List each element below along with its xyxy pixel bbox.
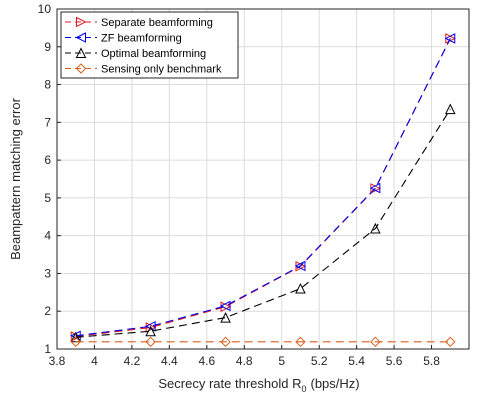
data-point — [145, 321, 156, 332]
legend: Separate beamforming ZF beamforming Optima… — [60, 11, 239, 79]
series-group — [70, 103, 456, 343]
series-line — [75, 108, 451, 338]
data-point — [370, 336, 381, 348]
series-line — [75, 38, 451, 337]
x-tick-label: 5.2 — [311, 354, 328, 368]
legend-entry: Optimal beamforming — [65, 47, 206, 60]
y-axis-label: Beampattern matching error — [8, 97, 23, 260]
x-axis-label-main: Secrecy rate threshold R — [158, 376, 301, 391]
legend-label: Separate beamforming — [101, 17, 213, 29]
y-tick-label: 10 — [38, 2, 52, 16]
y-tick-label: 2 — [44, 304, 51, 318]
x-axis-ticks: 3.8 4 4.2 4.4 4.6 4.8 5 5.2 5.4 5.6 5.8 — [49, 345, 470, 368]
data-point — [444, 33, 456, 44]
x-tick-label: 4.6 — [198, 354, 215, 368]
data-point — [369, 182, 381, 194]
data-point — [294, 260, 306, 272]
x-tick-label: 5.8 — [423, 354, 440, 368]
x-tick-label: 4.2 — [124, 354, 141, 368]
x-tick-label: 4 — [91, 354, 98, 368]
y-tick-label: 6 — [44, 153, 51, 167]
legend-box — [60, 11, 239, 79]
legend-entry: ZF beamforming — [65, 32, 182, 45]
series-group — [70, 336, 456, 348]
data-point — [70, 336, 81, 348]
legend-label: Sensing only benchmark — [101, 64, 222, 76]
y-tick-label: 7 — [44, 115, 51, 129]
data-point — [145, 325, 156, 337]
y-tick-label: 5 — [44, 191, 51, 205]
plot-frame — [56, 8, 470, 350]
y-tick-label: 8 — [44, 78, 51, 92]
x-tick-label: 5.6 — [386, 354, 403, 368]
data-point — [145, 336, 156, 348]
legend-label: ZF beamforming — [101, 33, 182, 45]
legend-entry: Separate beamforming — [65, 16, 213, 29]
x-tick-label: 3.8 — [49, 354, 66, 368]
x-tick-label: 4.8 — [236, 354, 253, 368]
data-point — [295, 282, 306, 294]
legend-label: Optimal beamforming — [101, 48, 206, 60]
legend-marker — [76, 16, 87, 28]
data-point — [70, 331, 82, 342]
data-point — [145, 322, 157, 333]
x-tick-label: 4.4 — [161, 354, 178, 368]
legend-marker — [75, 32, 86, 43]
y-tick-label: 3 — [44, 266, 51, 280]
legend-marker — [75, 47, 87, 58]
legend-entry: Sensing only benchmark — [65, 63, 222, 76]
data-point — [220, 336, 231, 348]
x-tick-label: 5.4 — [348, 354, 365, 368]
x-axis-label-subscript: 0 — [301, 384, 306, 394]
y-tick-label: 9 — [44, 40, 51, 54]
y-axis-ticks: 1 2 3 4 5 6 7 8 9 10 — [38, 2, 61, 356]
data-point — [220, 312, 231, 323]
y-tick-label: 1 — [44, 342, 51, 356]
data-point — [295, 336, 306, 348]
data-point — [444, 103, 456, 115]
legend-marker — [75, 63, 87, 74]
data-point — [445, 336, 456, 348]
x-tick-label: 5 — [278, 354, 285, 368]
series-layer — [70, 33, 456, 348]
y-tick-label: 4 — [44, 229, 51, 243]
x-axis-label-unit: (bps/Hz) — [310, 376, 359, 391]
x-axis-label: Secrecy rate threshold R0 (bps/Hz) — [158, 376, 359, 394]
data-point — [370, 222, 381, 234]
data-point — [219, 300, 231, 312]
